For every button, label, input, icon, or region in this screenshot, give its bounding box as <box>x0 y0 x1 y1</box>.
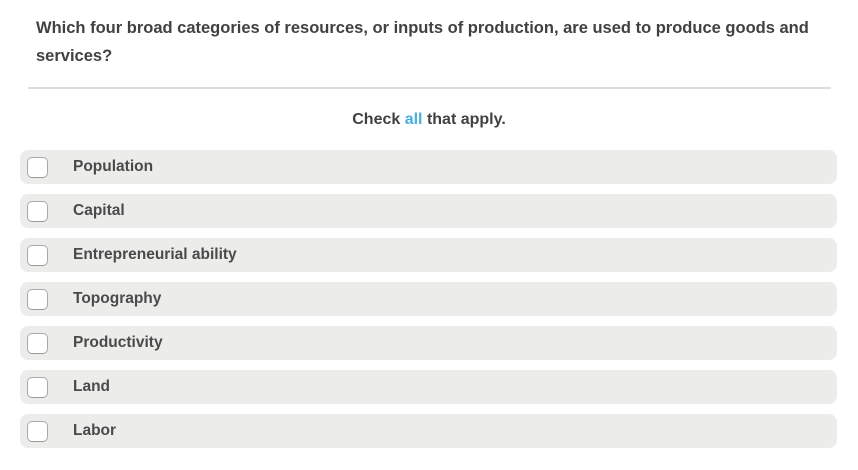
instruction-text: Check all that apply. <box>0 111 858 129</box>
option-label: Population <box>73 158 154 175</box>
options-list: Population Capital Entrepreneurial abili… <box>0 150 858 448</box>
option-row-land[interactable]: Land <box>20 370 837 404</box>
option-row-population[interactable]: Population <box>20 150 837 184</box>
instruction-suffix: that apply. <box>422 111 506 128</box>
option-checkbox-topography[interactable] <box>27 288 48 310</box>
option-row-topography[interactable]: Topography <box>20 282 837 316</box>
instruction-prefix: Check <box>352 111 405 128</box>
option-checkbox-productivity[interactable] <box>27 332 48 354</box>
option-checkbox-land[interactable] <box>27 376 48 398</box>
option-row-productivity[interactable]: Productivity <box>20 326 837 360</box>
divider <box>28 87 831 89</box>
option-label: Topography <box>73 290 162 307</box>
option-label: Entrepreneurial ability <box>73 246 237 263</box>
instruction-highlight: all <box>404 111 423 128</box>
option-row-capital[interactable]: Capital <box>20 194 837 228</box>
option-checkbox-population[interactable] <box>27 156 48 178</box>
option-checkbox-entrepreneurial-ability[interactable] <box>27 244 48 266</box>
option-label: Labor <box>73 422 117 439</box>
option-label: Productivity <box>73 334 163 351</box>
option-row-labor[interactable]: Labor <box>20 414 837 448</box>
option-checkbox-capital[interactable] <box>27 200 48 222</box>
option-label: Land <box>73 378 111 395</box>
option-row-entrepreneurial-ability[interactable]: Entrepreneurial ability <box>20 238 837 272</box>
question-text: Which four broad categories of resources… <box>36 19 809 65</box>
option-label: Capital <box>73 202 125 219</box>
option-checkbox-labor[interactable] <box>27 420 48 442</box>
